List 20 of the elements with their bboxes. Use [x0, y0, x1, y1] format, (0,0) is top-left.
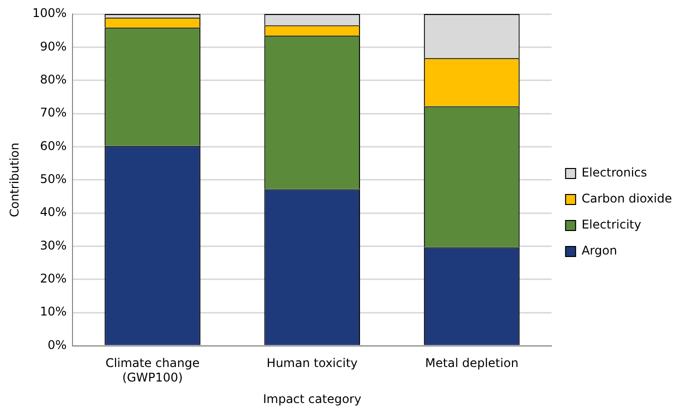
x-tick-label: Climate change (GWP100) — [105, 356, 200, 385]
y-tick-label: 30% — [40, 238, 67, 252]
x-tick-label: Metal depletion — [425, 356, 518, 370]
y-tick-label: 10% — [40, 304, 67, 319]
y-axis-title: Contribution — [7, 142, 22, 218]
y-tick-label: 80% — [40, 72, 67, 86]
y-tick-label: 40% — [40, 205, 67, 220]
y-tick-label: 0% — [48, 338, 67, 352]
x-tick-label: Human toxicity — [266, 356, 358, 370]
legend-label: Argon — [582, 244, 618, 258]
legend-label: Carbon dioxide — [582, 192, 672, 206]
y-tick-label: 60% — [40, 138, 67, 153]
legend-label: Electronics — [582, 166, 647, 180]
y-tick-label: 20% — [40, 272, 67, 286]
y-tick-label: 100% — [32, 6, 67, 20]
x-axis-title: Impact category — [262, 392, 362, 406]
y-tick-label: 70% — [40, 106, 67, 120]
y-tick-label: 90% — [40, 39, 67, 54]
y-tick-label: 50% — [40, 172, 67, 186]
legend-label: Electricity — [582, 218, 642, 232]
